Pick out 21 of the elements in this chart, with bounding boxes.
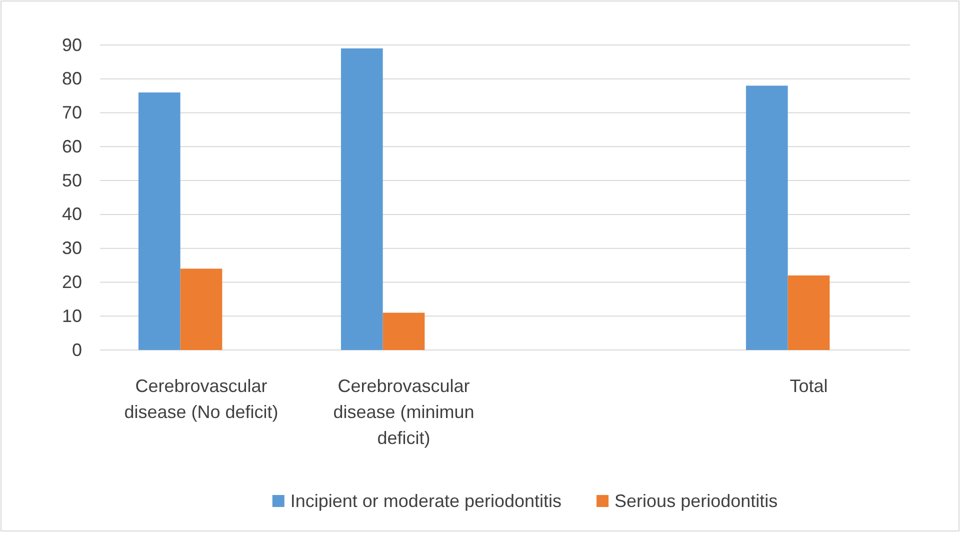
bar <box>340 48 383 350</box>
y-tick-label: 80 <box>62 68 82 89</box>
bar <box>746 86 788 350</box>
y-tick-label: 90 <box>62 34 82 55</box>
legend-label: Incipient or moderate periodontitis <box>290 491 562 511</box>
bar <box>382 312 425 350</box>
y-tick-label: 70 <box>62 102 82 123</box>
bar <box>180 268 222 350</box>
y-tick-label: 10 <box>62 306 82 326</box>
y-tick-label: 40 <box>62 204 82 224</box>
y-tick-label: 50 <box>62 170 82 190</box>
legend-label: Serious periodontitis <box>614 491 778 511</box>
y-tick-label: 20 <box>62 272 82 292</box>
x-tick-label: Cerebrovascular disease (minimun deficit) <box>333 376 474 448</box>
y-tick-label: 30 <box>62 238 82 258</box>
bar <box>788 275 830 350</box>
x-tick-label: Cerebrovascular disease (No deficit) <box>124 376 278 422</box>
y-tick-label: 0 <box>72 340 82 360</box>
y-tick-label: 60 <box>62 136 82 156</box>
bar <box>138 92 180 350</box>
x-tick-label: Total <box>790 376 828 396</box>
